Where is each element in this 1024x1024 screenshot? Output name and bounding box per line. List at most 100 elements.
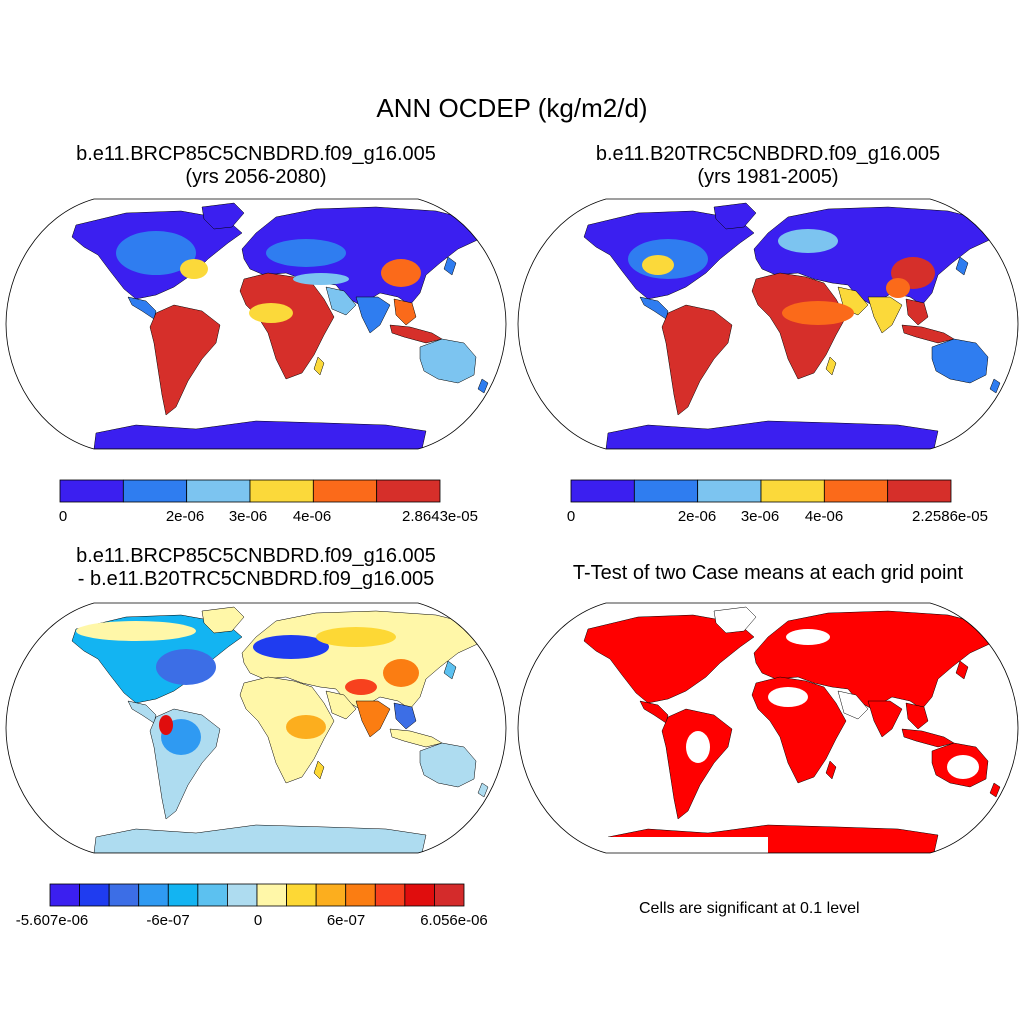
cb3-label-3: 6e-07	[326, 912, 366, 929]
colorbar-historical	[570, 479, 952, 503]
map-panel-historical	[517, 192, 1019, 456]
land-ar	[325, 690, 357, 720]
land-gr	[201, 606, 245, 634]
land-layer	[71, 606, 489, 853]
cb1-label-1: 2e-06	[165, 508, 205, 525]
land-ar	[837, 690, 869, 720]
map-svg	[517, 602, 1019, 854]
land-af	[751, 272, 847, 380]
colorbar-swatch	[376, 479, 441, 503]
region-na-midwest	[642, 255, 674, 275]
region-europe	[253, 635, 329, 659]
colorbar-swatch	[286, 883, 317, 907]
colorbar-swatch	[138, 883, 169, 907]
colorbar-swatch	[570, 479, 635, 503]
land-layer	[518, 606, 1001, 853]
land-sa	[661, 304, 733, 416]
cb3-label-1: -6e-07	[146, 912, 190, 929]
panel-4-title: T-Test of two Case means at each grid po…	[512, 562, 1024, 585]
colorbar-swatch	[227, 883, 258, 907]
colorbar-swatch	[312, 479, 378, 503]
region-not-significant-4	[686, 731, 710, 763]
colorbar-swatch	[249, 479, 314, 503]
land-jp	[443, 660, 457, 680]
panel-1-title-line1: b.e11.BRCP85C5CNBDRD.f09_g16.005	[76, 143, 436, 165]
colorbar-swatch	[186, 479, 251, 503]
land-in	[867, 700, 903, 738]
region-sahel	[782, 301, 854, 325]
region-east-asia	[383, 659, 419, 687]
cb3-label-2: 0	[253, 912, 263, 929]
land-au	[419, 338, 477, 384]
land-mg	[825, 760, 837, 780]
colorbar-swatch	[167, 883, 199, 907]
colorbar-swatch	[404, 883, 435, 907]
cb2-label-1: 2e-06	[677, 508, 717, 525]
land-is	[389, 324, 443, 344]
region-not-significant-5	[518, 837, 768, 853]
panel-3-title-line1: b.e11.BRCP85C5CNBDRD.f09_g16.005	[76, 545, 436, 567]
colorbar-swatch	[345, 883, 376, 907]
land-gr	[713, 202, 757, 230]
region-middle-east	[293, 273, 349, 285]
colorbar-svg	[49, 883, 465, 907]
colorbar-swatch	[122, 479, 188, 503]
cb2-label-4: 2.2586e-05	[912, 508, 988, 525]
colorbar-swatch	[374, 883, 406, 907]
colorbar-swatch	[79, 883, 110, 907]
land-gr	[713, 606, 757, 634]
panel-2-title-line2: (yrs 1981-2005)	[697, 166, 839, 188]
region-na-southeast	[180, 259, 208, 279]
cb2-label-2: 3e-06	[740, 508, 780, 525]
land-is	[901, 324, 955, 344]
panel-2-title-line1: b.e11.B20TRC5CNBDRD.f09_g16.005	[595, 143, 941, 165]
significance-note: Cells are significant at 0.1 level	[639, 900, 860, 917]
panel-1-title: b.e11.BRCP85C5CNBDRD.f09_g16.005 (yrs 20…	[0, 143, 512, 189]
map-border	[517, 198, 1019, 450]
land-au	[931, 338, 989, 384]
map-panel-ttest	[517, 596, 1019, 860]
map-svg	[5, 602, 507, 854]
colorbar-swatch	[108, 883, 140, 907]
region-sahel	[249, 303, 293, 323]
main-title: ANN OCDEP (kg/m2/d)	[376, 93, 648, 123]
colorbar-svg	[570, 479, 952, 503]
map-border	[517, 602, 1019, 854]
panel-3-title-line2: - b.e11.B20TRC5CNBDRD.f09_g16.005	[77, 568, 435, 590]
land-is	[389, 728, 443, 748]
panel-2-title: b.e11.B20TRC5CNBDRD.f09_g16.005 (yrs 198…	[512, 143, 1024, 189]
land-nz	[477, 378, 489, 394]
colorbar-swatch	[697, 479, 762, 503]
land-sea	[393, 298, 417, 326]
colorbar-swatch	[49, 883, 80, 907]
colorbar-svg	[59, 479, 441, 503]
map-panel-difference	[5, 596, 507, 860]
cb1-label-3: 4e-06	[292, 508, 332, 525]
land-jp	[955, 660, 969, 680]
land-sea	[393, 702, 417, 730]
land-sa	[661, 708, 733, 820]
land-layer	[583, 202, 1001, 449]
cb3-label-0: -5.607e-06	[15, 912, 89, 929]
map-border	[5, 602, 507, 854]
region-central-africa	[286, 715, 326, 739]
land-au	[419, 742, 477, 788]
land-mg	[313, 356, 325, 376]
colorbar-difference	[49, 883, 465, 907]
land-sea	[905, 702, 929, 730]
land-nz	[989, 378, 1001, 394]
land-sa	[149, 304, 221, 416]
panel-1-title-line2: (yrs 2056-2080)	[185, 166, 327, 188]
region-europe	[778, 229, 838, 253]
region-tibet	[345, 679, 377, 695]
cb3-label-4: 6.056e-06	[420, 912, 488, 929]
cb2-label-0: 0	[566, 508, 576, 525]
land-layer	[71, 202, 489, 449]
land-an	[605, 420, 939, 449]
region-na-east	[156, 649, 216, 685]
land-nz	[477, 782, 489, 798]
map-panel-future	[5, 192, 507, 456]
cb1-label-0: 0	[58, 508, 68, 525]
colorbar-swatch	[434, 883, 465, 907]
cb1-label-4: 2.8643e-05	[402, 508, 478, 525]
